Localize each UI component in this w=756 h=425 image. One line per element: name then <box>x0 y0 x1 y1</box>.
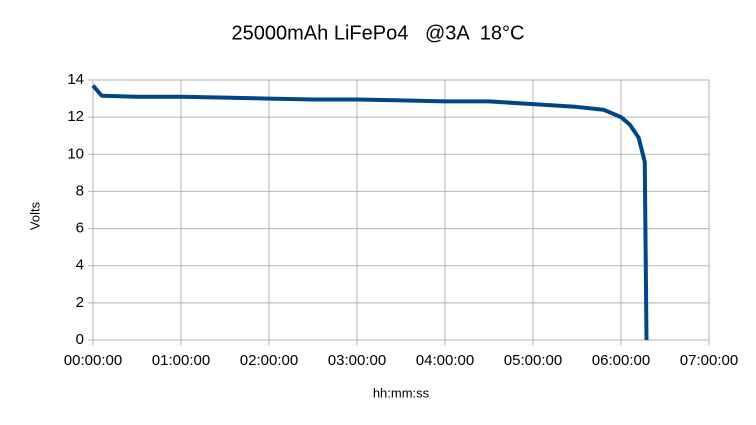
y-tick-label: 2 <box>76 294 84 311</box>
y-axis-label: Volts <box>27 201 42 230</box>
x-tick-label: 01:00:00 <box>152 352 210 369</box>
y-tick-label: 4 <box>76 257 84 274</box>
x-tick-label: 03:00:00 <box>328 352 386 369</box>
x-tick-label: 00:00:00 <box>64 352 122 369</box>
y-tick-label: 10 <box>67 145 84 162</box>
data-line <box>91 84 649 341</box>
chart-title: 25000mAh LiFePo4 @3A 18°C <box>232 22 525 44</box>
y-tick-label: 6 <box>76 220 84 237</box>
y-tick-label: 8 <box>76 182 84 199</box>
y-tick-label: 0 <box>76 331 84 348</box>
x-tick-label: 06:00:00 <box>592 352 650 369</box>
y-tick-label: 14 <box>67 71 84 88</box>
x-axis-label: hh:mm:ss <box>373 385 430 400</box>
x-tick-label: 05:00:00 <box>504 352 562 369</box>
x-tick-label: 07:00:00 <box>680 352 738 369</box>
x-tick-label: 04:00:00 <box>416 352 474 369</box>
x-tick-label: 02:00:00 <box>240 352 298 369</box>
y-tick-label: 12 <box>67 108 84 125</box>
